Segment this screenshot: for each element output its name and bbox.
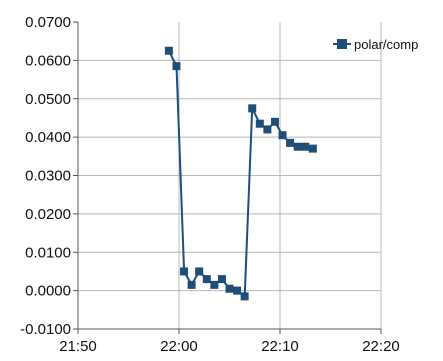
data-point bbox=[187, 280, 196, 289]
series-line bbox=[168, 50, 314, 298]
y-tick-label: 0.0600 bbox=[25, 52, 71, 69]
x-tick-label: 22:20 bbox=[362, 338, 400, 355]
legend-marker bbox=[337, 39, 347, 49]
y-axis-ticks: 0.0700 0.0600 0.0500 0.0400 0.0300 0.0200 0.01… bbox=[20, 14, 78, 338]
data-point bbox=[286, 138, 295, 147]
data-point bbox=[255, 119, 264, 128]
y-tick-label: 0.0400 bbox=[25, 129, 71, 146]
x-tick-label: 22:00 bbox=[160, 338, 198, 355]
data-point bbox=[308, 144, 317, 153]
data-point bbox=[270, 117, 279, 126]
y-tick-label: -0.0100 bbox=[20, 321, 71, 338]
x-axis-ticks: 21:50 22:00 22:10 22:20 bbox=[59, 329, 400, 355]
y-tick-label: 0.0700 bbox=[25, 14, 71, 31]
x-tick-label: 22:10 bbox=[261, 338, 299, 355]
x-tick-label: 21:50 bbox=[59, 338, 97, 355]
y-tick-label: 0.0500 bbox=[25, 91, 71, 108]
data-point bbox=[164, 46, 173, 55]
data-point bbox=[233, 286, 242, 295]
data-point bbox=[225, 284, 234, 293]
y-tick-label: 0.0300 bbox=[25, 168, 71, 185]
data-point bbox=[172, 62, 181, 71]
data-point bbox=[195, 267, 204, 276]
y-tick-label: 0.0200 bbox=[25, 206, 71, 223]
data-point bbox=[293, 142, 302, 151]
data-point bbox=[248, 104, 257, 113]
series-polar-comp bbox=[164, 46, 317, 301]
data-point bbox=[210, 280, 219, 289]
y-tick-label: 0.0100 bbox=[25, 244, 71, 261]
data-point bbox=[263, 125, 272, 134]
legend-label: polar/comp bbox=[354, 37, 418, 52]
y-tick-label: 0.0000 bbox=[25, 283, 71, 300]
data-point bbox=[240, 292, 249, 301]
data-point bbox=[217, 275, 226, 284]
legend: polar/comp bbox=[333, 37, 418, 52]
grid bbox=[78, 22, 382, 330]
data-point bbox=[180, 267, 189, 276]
data-point bbox=[301, 142, 310, 151]
data-point bbox=[278, 131, 287, 140]
data-point bbox=[202, 275, 211, 284]
